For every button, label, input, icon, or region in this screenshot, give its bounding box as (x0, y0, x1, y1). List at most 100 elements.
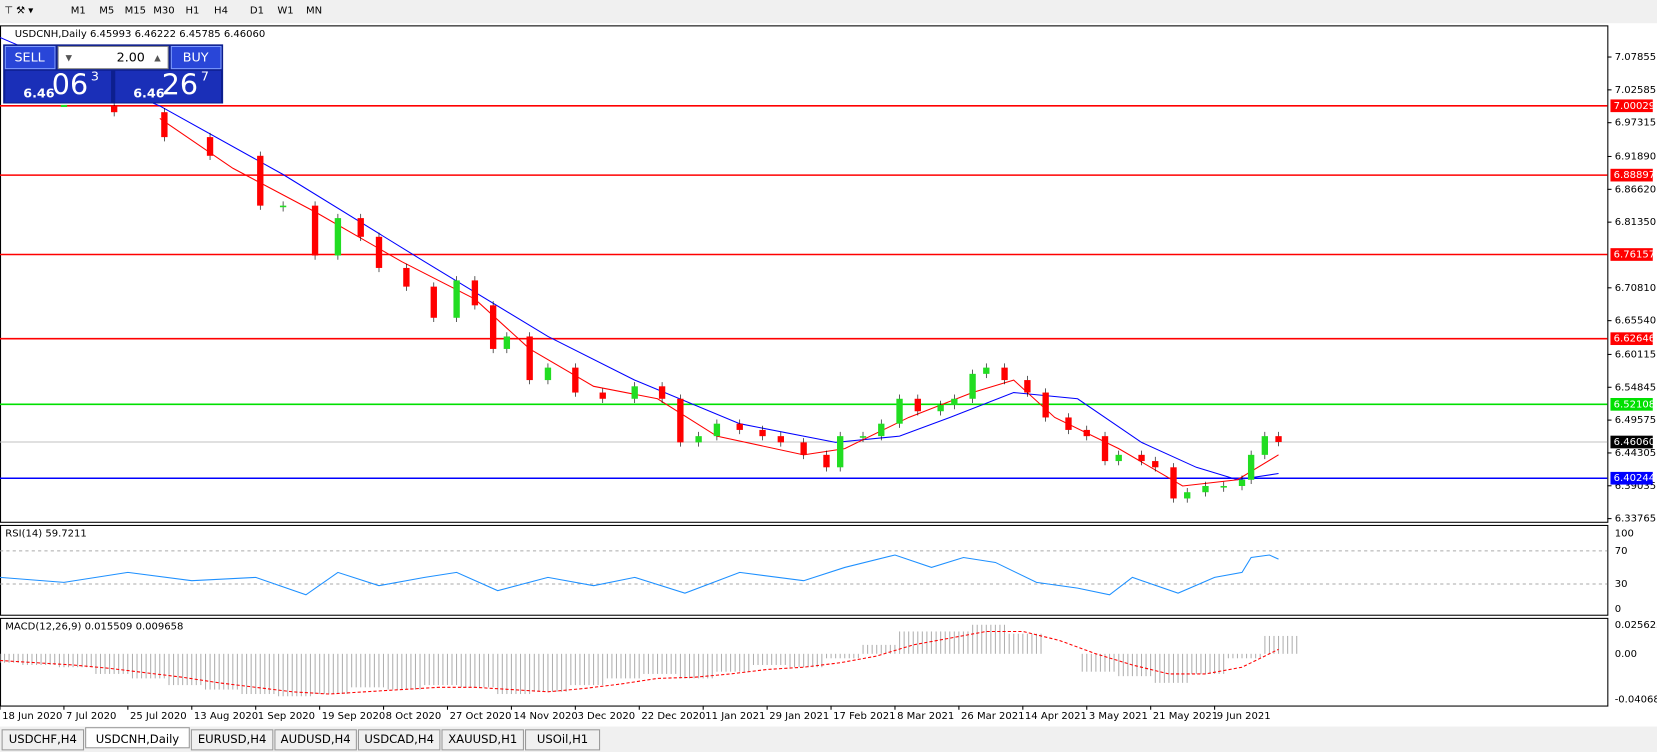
rsi-tick-label: 0 (1615, 604, 1621, 615)
candle (1220, 485, 1227, 488)
tab-label: USDCNH,Daily (96, 732, 180, 746)
level-label: 6.88897 (1614, 170, 1655, 181)
level-label: 7.00029 (1614, 101, 1655, 112)
y-tick-label: 7.02585 (1615, 85, 1656, 96)
sell-button[interactable] (4, 45, 56, 70)
candle (1042, 392, 1049, 418)
trade-panel: SELL ▼ ▲ 2.00 BUY 6.46 06 3 6.46 26 7 (3, 44, 224, 104)
y-tick-label: 6.65540 (1615, 316, 1656, 327)
candle (677, 398, 684, 443)
level-label: 6.62646 (1614, 334, 1655, 345)
candle (110, 105, 118, 113)
current-price-label: 6.46060 (1614, 437, 1655, 448)
candle (1065, 417, 1072, 430)
candle (837, 436, 844, 468)
candle (695, 436, 702, 443)
tab[interactable] (357, 729, 441, 751)
tab-label: USDCAD,H4 (364, 732, 434, 746)
candle (1261, 436, 1269, 455)
tab[interactable] (274, 729, 357, 751)
lot-value: 2.00 (117, 50, 145, 65)
x-tick-label: 14 Apr 2021 (1025, 711, 1087, 722)
tab[interactable] (85, 727, 190, 749)
lot-down: ▼ (65, 53, 72, 63)
candle (1202, 485, 1209, 493)
level-label: 6.40244 (1614, 473, 1655, 484)
lot-input[interactable] (57, 45, 169, 70)
candle (357, 218, 364, 237)
x-tick-label: 25 Jul 2020 (130, 711, 187, 722)
x-tick-label: 26 Mar 2021 (961, 711, 1025, 722)
tab[interactable] (441, 729, 524, 751)
x-tick-label: 11 Jan 2021 (705, 711, 765, 722)
timeframe-button[interactable]: M30 (153, 6, 174, 17)
tab-label: XAUUSD,H1 (448, 732, 517, 746)
candle (257, 155, 264, 206)
candle (206, 137, 214, 156)
candle (503, 336, 511, 349)
candle (375, 236, 383, 268)
y-tick-label: 6.81350 (1615, 217, 1656, 228)
buy-label: BUY (183, 50, 209, 65)
candle (896, 398, 903, 424)
candle (489, 305, 497, 349)
timeframe-button[interactable]: M1 (71, 6, 86, 17)
level-tag (1610, 397, 1653, 411)
candle (1247, 454, 1255, 480)
candle (430, 286, 437, 318)
sell-label: SELL (15, 50, 45, 65)
x-tick-label: 17 Feb 2021 (833, 711, 895, 722)
candle (777, 436, 784, 443)
level-label: 6.52108 (1614, 399, 1655, 410)
ask-prefix: 6.46 (133, 86, 164, 101)
candle (1024, 380, 1031, 393)
tab[interactable] (1, 729, 85, 751)
timeframe-button[interactable]: W1 (277, 6, 293, 17)
candle (279, 205, 287, 208)
moving-average (0, 36, 1279, 481)
rsi-tick-label: 100 (1615, 528, 1634, 539)
candle (544, 367, 552, 381)
level-tag (1610, 248, 1653, 261)
tab[interactable] (190, 729, 274, 751)
level-tag (1610, 168, 1653, 182)
symbol-info: USDCNH,Daily 6.45993 6.46222 6.45785 6.4… (15, 29, 266, 40)
candle (1001, 367, 1008, 381)
level-tag (1610, 332, 1653, 346)
candle (1115, 454, 1122, 462)
tab[interactable] (525, 729, 601, 751)
y-tick-label: 6.33765 (1615, 514, 1656, 525)
rsi-tick-label: 70 (1615, 546, 1628, 557)
level-tag (1610, 99, 1653, 113)
candle (1170, 467, 1177, 499)
macd-tick-label: 0.00 (1615, 649, 1637, 660)
price-panel (0, 25, 1609, 523)
timeframe-button[interactable]: M15 (125, 6, 146, 17)
candle (736, 423, 743, 430)
candle (1101, 436, 1109, 462)
timeframe-button[interactable]: D1 (250, 6, 264, 17)
candle (161, 112, 168, 138)
buy-button[interactable] (170, 45, 222, 70)
bid-box[interactable] (5, 70, 112, 103)
candle (334, 218, 342, 256)
tab-label: USDCHF,H4 (9, 732, 77, 746)
candle (453, 280, 460, 318)
timeframe-button[interactable]: H1 (185, 6, 199, 17)
ask-box[interactable] (115, 70, 222, 103)
candle (658, 386, 666, 399)
x-tick-label: 13 Aug 2020 (194, 711, 258, 722)
timeframe-button[interactable]: H4 (214, 6, 228, 17)
y-tick-label: 6.39035 (1615, 481, 1656, 492)
y-tick-label: 6.44305 (1615, 448, 1656, 459)
x-tick-label: 3 May 2021 (1089, 711, 1148, 722)
candle (823, 454, 830, 468)
level-tag (1610, 471, 1653, 485)
macd-tick-label: -0.040687 (1615, 694, 1657, 705)
macd-title: MACD(12,26,9) 0.015509 0.009658 (5, 621, 183, 632)
timeframe-button[interactable]: MN (306, 6, 322, 17)
rsi-panel (0, 524, 1609, 616)
x-tick-label: 18 Jun 2020 (2, 711, 62, 722)
timeframe-button[interactable]: M5 (99, 6, 114, 17)
